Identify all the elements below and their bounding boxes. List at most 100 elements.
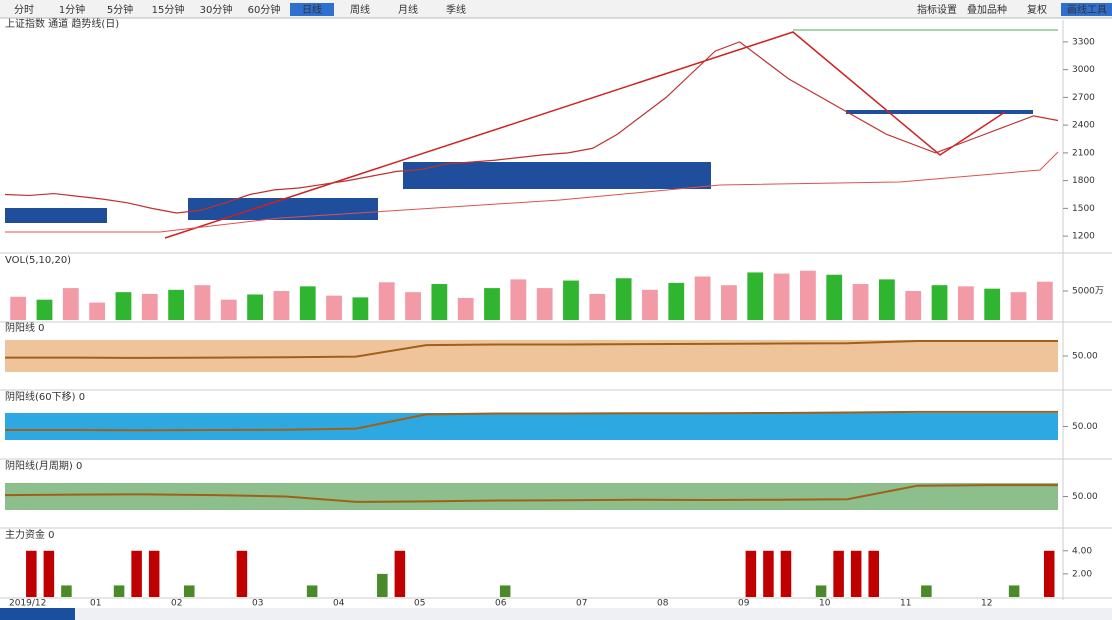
y-tick-label: 50.00 — [1072, 492, 1098, 502]
platform-box — [403, 162, 711, 189]
indicator-line — [4, 484, 1058, 503]
x-axis-label: 11 — [900, 599, 911, 609]
bar — [236, 550, 248, 597]
y-tick-label: 5000万 — [1072, 287, 1104, 297]
tool-button[interactable]: 叠加品种 — [967, 3, 1007, 16]
tab[interactable]: 月线 — [398, 3, 418, 16]
x-axis-label: 2019/12 — [9, 599, 46, 609]
bar — [431, 284, 448, 320]
bar — [113, 585, 125, 597]
bar — [457, 297, 474, 320]
y-tick-label: 2400 — [1072, 121, 1095, 131]
bar — [306, 585, 318, 597]
x-axis-label: 07 — [576, 599, 587, 609]
y-tick-label: 50.00 — [1072, 422, 1098, 432]
bar — [747, 272, 764, 320]
bar — [852, 284, 869, 320]
bar — [668, 282, 685, 320]
x-axis-label: 04 — [333, 599, 345, 609]
bar — [745, 550, 757, 597]
bar — [405, 292, 421, 320]
bar — [62, 288, 79, 320]
y-tick-label: 2100 — [1072, 148, 1095, 158]
bar — [984, 288, 1001, 320]
bar — [563, 280, 579, 320]
tab[interactable]: 5分钟 — [107, 3, 133, 16]
bar — [168, 289, 185, 320]
bar — [773, 273, 790, 320]
bar — [326, 295, 342, 320]
bottom-tabbar — [0, 608, 1112, 620]
tool-button[interactable]: 复权 — [1027, 3, 1047, 16]
bar — [115, 292, 132, 320]
bar — [184, 585, 195, 597]
bar — [850, 550, 862, 597]
bar — [905, 291, 922, 320]
bar — [763, 550, 774, 597]
x-axis-label: 03 — [252, 599, 263, 609]
x-axis-label: 10 — [819, 599, 831, 609]
bar — [721, 285, 737, 320]
bar — [484, 288, 500, 320]
bar — [826, 274, 843, 320]
bar — [1036, 281, 1053, 320]
bar — [220, 299, 237, 320]
x-axis-label: 06 — [495, 599, 507, 609]
bar — [1010, 292, 1027, 320]
bar — [394, 550, 406, 597]
bar — [833, 550, 844, 597]
bar — [800, 270, 816, 320]
bar — [194, 285, 211, 320]
tab[interactable]: 30分钟 — [200, 3, 233, 16]
tab[interactable]: 日线 — [302, 3, 322, 16]
bar — [780, 550, 792, 597]
bar — [36, 299, 53, 320]
tab[interactable]: 15分钟 — [152, 3, 185, 16]
support-line — [5, 151, 1059, 233]
y-tick-label: 1800 — [1072, 176, 1095, 186]
indicator-line — [5, 410, 1058, 432]
bar — [247, 294, 263, 320]
bar — [273, 291, 290, 320]
bar — [61, 585, 72, 597]
trend-line — [164, 31, 1006, 239]
bar — [43, 550, 55, 597]
bar — [141, 293, 158, 320]
tab-active-bg — [290, 3, 334, 16]
x-axis-label: 08 — [657, 599, 669, 609]
y-tick-label: 3300 — [1072, 37, 1095, 47]
bar — [615, 278, 632, 320]
x-axis-label: 02 — [171, 599, 182, 609]
bar — [26, 550, 37, 597]
bar — [10, 296, 27, 320]
tool-active-bg — [1061, 3, 1112, 16]
bar — [148, 550, 160, 597]
panel-title: 阴阳线 0 — [5, 321, 45, 334]
tab[interactable]: 分时 — [14, 4, 34, 16]
bar — [510, 279, 527, 320]
panel-title: 阴阳线(月周期) 0 — [5, 459, 82, 472]
tool-button[interactable]: 指标设置 — [917, 3, 957, 16]
bar — [878, 279, 895, 320]
bar — [378, 282, 395, 320]
tab[interactable]: 1分钟 — [59, 3, 85, 16]
y-tick-label: 2.00 — [1072, 569, 1092, 579]
tab[interactable]: 60分钟 — [248, 3, 281, 16]
tab[interactable]: 季线 — [446, 3, 466, 16]
platform-box — [5, 208, 107, 223]
bar — [377, 573, 388, 597]
bar — [957, 286, 974, 320]
bar — [536, 288, 553, 320]
panel-title: 主力资金 0 — [5, 528, 55, 541]
bar — [352, 297, 369, 320]
bottom-tab-active[interactable] — [0, 608, 75, 620]
bar — [815, 585, 827, 597]
x-axis-label: 01 — [90, 599, 101, 609]
platform-box — [188, 198, 378, 220]
tool-button[interactable]: 画线工具 — [1067, 3, 1107, 16]
y-tick-label: 3000 — [1072, 65, 1095, 75]
x-axis-label: 09 — [738, 599, 750, 609]
tab[interactable]: 周线 — [350, 3, 370, 16]
bar — [921, 585, 932, 597]
